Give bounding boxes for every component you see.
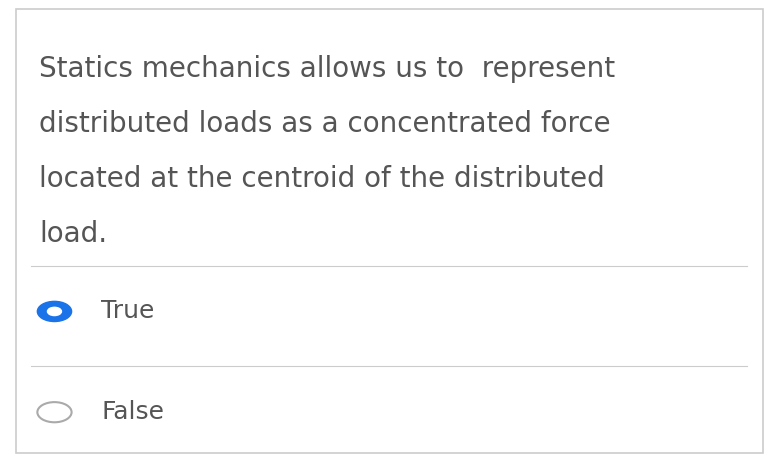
Text: load.: load. [39, 220, 107, 248]
Text: located at the centroid of the distributed: located at the centroid of the distribut… [39, 165, 604, 193]
Text: False: False [101, 400, 164, 424]
Text: True: True [101, 300, 154, 323]
FancyBboxPatch shape [16, 9, 763, 453]
Text: distributed loads as a concentrated force: distributed loads as a concentrated forc… [39, 110, 611, 138]
Text: Statics mechanics allows us to  represent: Statics mechanics allows us to represent [39, 55, 615, 83]
Circle shape [48, 307, 62, 316]
Circle shape [37, 301, 72, 322]
